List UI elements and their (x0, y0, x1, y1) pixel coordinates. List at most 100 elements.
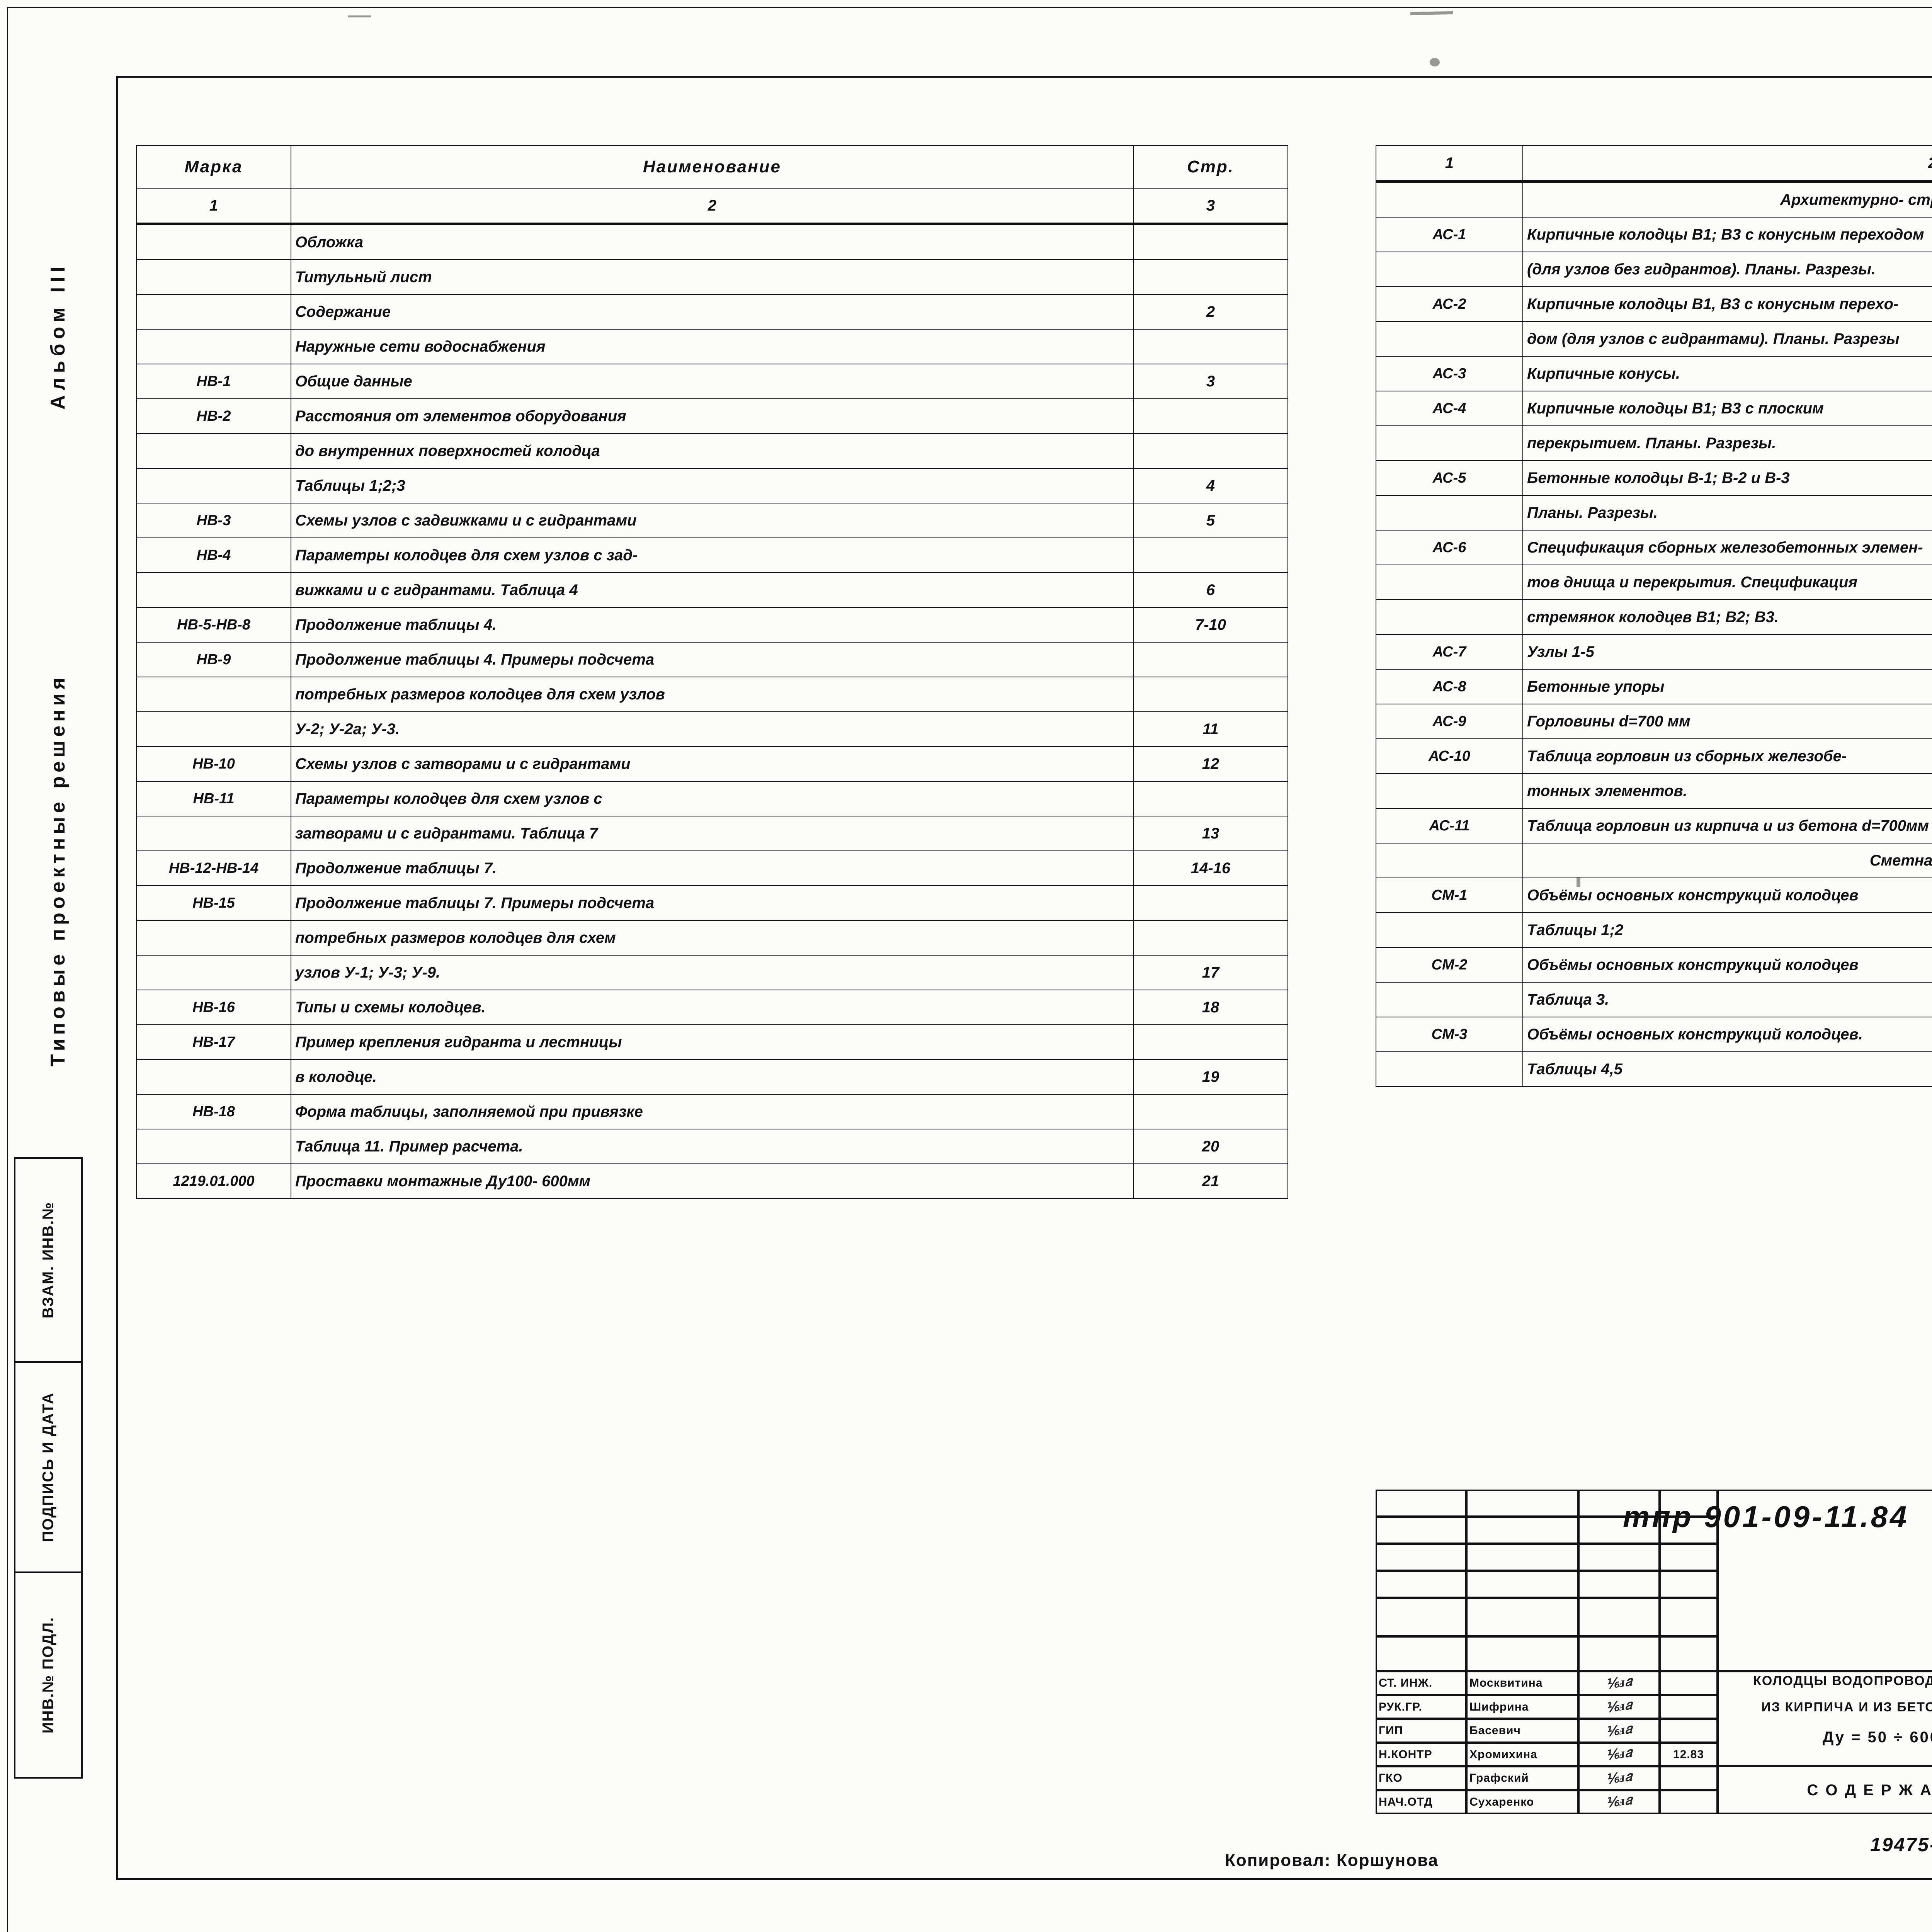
cell-name: Горловины d=700 мм (1522, 704, 1932, 739)
table-row: до внутренних поверхностей колодца (136, 433, 1288, 469)
cell-mark: АС-11 (1376, 808, 1523, 844)
table-row: (для узлов без гидрантов). Планы. Разрез… (1376, 252, 1932, 287)
cell-page (1133, 885, 1288, 921)
cell-mark (136, 711, 291, 747)
cell-mark: АС-5 (1376, 460, 1523, 496)
table-row: НВ-1 Общие данные 3 (136, 364, 1288, 399)
cell-page: 7-10 (1133, 607, 1288, 643)
cell-name: Планы. Разрезы. (1522, 495, 1932, 531)
cell-mark (136, 468, 291, 503)
stamp-row-inv: ИНВ.№ ПОДЛ. (15, 1573, 81, 1777)
cell-mark: СМ-1 (1376, 878, 1523, 913)
cell-name: в колодце. (291, 1059, 1134, 1095)
cell-name: У-2; У-2а; У-3. (291, 711, 1134, 747)
sheet-title: С О Д Е Р Ж А Н И Е (1807, 1781, 1932, 1799)
signatory-name: Графский (1469, 1772, 1529, 1784)
table-row: АС-11 Таблица горловин из кирпича и из бе… (1376, 808, 1932, 844)
cell-name: вижками и с гидрантами. Таблица 4 (291, 572, 1134, 608)
cell-page: 12 (1133, 746, 1288, 782)
cell-mark: АС-9 (1376, 704, 1523, 739)
cell-name: Таблицы 4,5 (1522, 1051, 1932, 1087)
cell-name: Таблицы 1;2;3 (291, 468, 1134, 503)
table-row: НВ-2 Расстояния от элементов оборудования (136, 398, 1288, 434)
cell-name: Параметры колодцев для схем узлов с зад- (291, 537, 1134, 573)
signatory-role: ГИП (1379, 1724, 1403, 1737)
cell-name: узлов У-1; У-3; У-9. (291, 955, 1134, 990)
cell-page: 20 (1133, 1129, 1288, 1164)
cell-mark: НВ-3 (136, 503, 291, 538)
header-page: Стр. (1133, 145, 1288, 189)
stamp-row-signature-date: ПОДПИСЬ И ДАТА (15, 1363, 81, 1573)
signatory-name-cell (1466, 1790, 1578, 1814)
blank-cell (1466, 1636, 1578, 1671)
table-row: СМ-3 Объёмы основных конструкций колодцев… (1376, 1017, 1932, 1052)
signature-date (1660, 1766, 1718, 1790)
cell-name: Кирпичные колодцы В1, В3 с конусным пере… (1522, 286, 1932, 322)
cell-page: 5 (1133, 503, 1288, 538)
cell-page: 18 (1133, 990, 1288, 1025)
cell-page (1133, 920, 1288, 956)
signatory-role: РУК.ГР. (1379, 1700, 1422, 1713)
cell-page: 13 (1133, 816, 1288, 851)
blank-cell (1578, 1544, 1660, 1571)
signatory-name-cell (1466, 1766, 1578, 1790)
table-row: НВ-15 Продолжение таблицы 7. Примеры подс… (136, 885, 1288, 921)
stamp-inv-label: ИНВ.№ ПОДЛ. (39, 1616, 57, 1734)
cell-mark (1376, 773, 1523, 809)
cell-page: 14-16 (1133, 850, 1288, 886)
blank-cell (1660, 1544, 1718, 1571)
signatory-role-cell (1376, 1695, 1466, 1719)
cell-name: Узлы 1-5 (1522, 634, 1932, 670)
cell-page: 21 (1133, 1163, 1288, 1199)
signature-cell (1578, 1695, 1660, 1719)
stamp-vzam-label: ВЗАМ. ИНВ.№ (39, 1201, 57, 1319)
table-row: СМ-2 Объёмы основных конструкций колодцев (1376, 947, 1932, 983)
cell-name: Кирпичные конусы. (1522, 356, 1932, 391)
cell-mark: НВ-4 (136, 537, 291, 573)
cell-mark: АС-8 (1376, 669, 1523, 704)
stamp-signature-date-label: ПОДПИСЬ И ДАТА (39, 1392, 57, 1543)
signatory-role-cell (1376, 1766, 1466, 1790)
object-name-line1: КОЛОДЦЫ ВОДОПРОВОДНЫЕ КРУГЛЫЕ (1753, 1673, 1932, 1688)
table-row: Обложка (136, 223, 1288, 260)
cell-mark: СМ-2 (1376, 947, 1523, 983)
cell-name: Схемы узлов с затворами и с гидрантами (291, 746, 1134, 782)
table-row: АС-4 Кирпичные колодцы В1; В3 с плоским (1376, 391, 1932, 426)
cell-name: Сметная часть (1522, 843, 1932, 878)
album-label: Альбом III (47, 262, 69, 410)
table-row: СМ-1 Объёмы основных конструкций колодцев (1376, 878, 1932, 913)
cell-mark (1376, 912, 1523, 948)
signatory-name-cell (1466, 1671, 1578, 1695)
cell-name: Кирпичные колодцы В1; В3 с конусным пере… (1522, 217, 1932, 252)
cell-name: Пример крепления гидранта и лестницы (291, 1024, 1134, 1060)
signatory-name: Басевич (1469, 1724, 1521, 1737)
cell-name: Типы и схемы колодцев. (291, 990, 1134, 1025)
cell-name: Проставки монтажные Ду100- 600мм (291, 1163, 1134, 1199)
table-row: дом (для узлов с гидрантами). Планы. Раз… (1376, 321, 1932, 357)
signatory-name: Хромихина (1469, 1748, 1537, 1761)
cell-page (1133, 433, 1288, 469)
cell-name: Архитектурно- строительная часть. (1522, 181, 1932, 218)
cell-name: затворами и с гидрантами. Таблица 7 (291, 816, 1134, 851)
signatory-name-cell (1466, 1695, 1578, 1719)
cell-page: 6 (1133, 572, 1288, 608)
signature-date-cell (1660, 1766, 1718, 1790)
table-row: Планы. Разрезы.26 (1376, 495, 1932, 531)
table-row: потребных размеров колодцев для схем узл… (136, 677, 1288, 712)
blank-cell (1466, 1517, 1578, 1544)
cell-mark: НВ-1 (136, 364, 291, 399)
blank-cell (1376, 1598, 1466, 1636)
cell-name: Спецификация сборных железобетонных элем… (1522, 530, 1932, 565)
blank-cell (1578, 1490, 1660, 1517)
cell-name: тонных элементов. (1522, 773, 1932, 809)
signature-mark: ⅙ⅎ𝑎 (1605, 1721, 1633, 1740)
signatory-role: Н.КОНТР (1379, 1748, 1432, 1761)
cell-name: Форма таблицы, заполняемой при привязке (291, 1094, 1134, 1129)
signatory-role: ГКО (1379, 1772, 1403, 1784)
object-name-line3: Ду = 50 ÷ 600 мм (1822, 1729, 1932, 1746)
table-row: Таблицы 1;2;3 4 (136, 468, 1288, 503)
cell-mark (1376, 1051, 1523, 1087)
cell-name: Таблица горловин из кирпича и из бетона … (1522, 808, 1932, 844)
